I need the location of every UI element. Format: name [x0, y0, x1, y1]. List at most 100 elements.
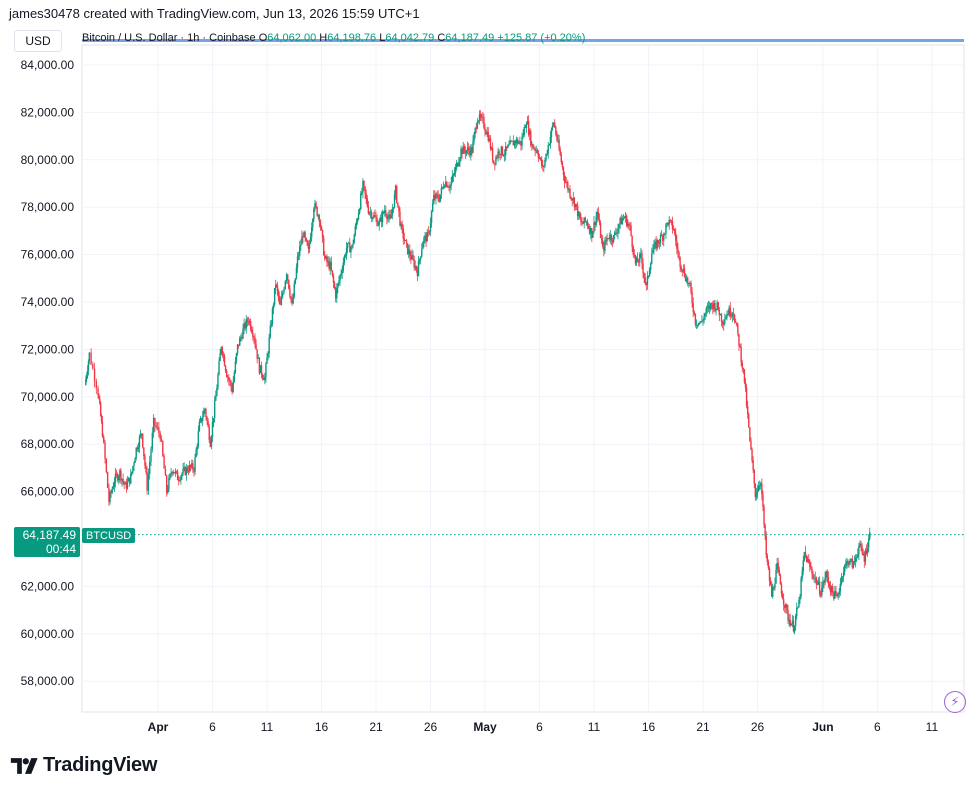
candle-body [766, 555, 769, 562]
candle [198, 418, 201, 432]
candle [852, 560, 855, 569]
candle [384, 204, 386, 217]
candle-body [154, 417, 156, 426]
candle-body [474, 127, 476, 135]
candle-body [798, 599, 800, 608]
candle-body [297, 255, 300, 257]
candle [313, 206, 315, 222]
candle-body [318, 215, 321, 222]
candle [460, 145, 462, 162]
candle [388, 209, 390, 223]
candle [738, 333, 740, 351]
lightning-bolt-icon[interactable]: ⚡ [944, 691, 966, 713]
candle-body [448, 187, 450, 189]
candle-body [114, 473, 117, 483]
candle-body [537, 153, 540, 158]
candle [194, 453, 196, 475]
candle-body [859, 543, 861, 546]
candle-body [485, 131, 487, 135]
candle-body [442, 186, 445, 188]
candle-body [502, 154, 505, 156]
candle-body [98, 395, 100, 399]
candle [513, 140, 516, 149]
candle-body [493, 160, 495, 164]
y-tick-label: 58,000.00 [21, 674, 75, 688]
candle [810, 561, 812, 571]
candle [416, 266, 419, 282]
candle [864, 548, 867, 566]
candle [487, 127, 489, 143]
candle-body [233, 372, 235, 382]
candle [649, 262, 652, 274]
candle [830, 585, 833, 596]
candle [597, 206, 600, 221]
candle [718, 306, 721, 322]
candle [531, 140, 533, 151]
candle [732, 307, 735, 321]
candle-body [564, 182, 567, 183]
candle [514, 139, 517, 149]
candle [669, 219, 671, 224]
candle [816, 579, 819, 586]
candle-body [738, 334, 740, 346]
candle [182, 462, 184, 477]
candle [817, 577, 820, 586]
candle [373, 211, 375, 219]
candle-body [459, 158, 461, 163]
candle-body [627, 223, 629, 227]
candle-body [517, 139, 519, 144]
candle-body [429, 222, 432, 232]
candle-body [543, 165, 545, 167]
candle-body [146, 471, 148, 491]
candle-body [319, 221, 322, 227]
candle [646, 271, 649, 290]
candle [341, 265, 343, 279]
candle-body [551, 125, 554, 129]
candle-body [823, 581, 825, 583]
candle [707, 300, 710, 313]
candle [484, 123, 486, 137]
candle-body [310, 227, 313, 238]
candle-body [491, 147, 494, 161]
candle-body [259, 365, 262, 374]
candle [367, 200, 370, 215]
candle [114, 467, 117, 488]
candle [227, 375, 229, 383]
candle-body [556, 134, 558, 141]
candle-body [828, 583, 831, 587]
candle-body [401, 223, 403, 229]
candle-body [460, 148, 462, 159]
candle-body [526, 121, 529, 125]
candle [837, 592, 839, 600]
candle [672, 225, 675, 231]
candle [777, 557, 779, 573]
candle-body [299, 246, 301, 256]
candle-body [92, 364, 94, 369]
candle-body [835, 590, 837, 595]
candle-body [85, 378, 87, 385]
candle [277, 288, 280, 302]
currency-button[interactable]: USD [14, 30, 62, 52]
candle-body [272, 304, 275, 309]
candle-body [131, 471, 133, 475]
candle [778, 566, 780, 577]
candle [397, 202, 399, 208]
candle-body [648, 269, 651, 276]
candle [110, 489, 112, 498]
candle-body [106, 472, 109, 488]
candle [324, 251, 326, 262]
candle-body [731, 313, 734, 317]
candle-body [580, 218, 582, 222]
candle [243, 318, 245, 335]
candle-body [611, 240, 614, 243]
candle [360, 190, 362, 211]
candle-body [234, 361, 237, 373]
candle [199, 415, 202, 424]
candle-body [152, 417, 155, 433]
candle [620, 214, 622, 225]
candle-body [544, 159, 546, 166]
candle [469, 145, 471, 158]
candle-body [735, 321, 737, 323]
candle-body [839, 583, 842, 592]
